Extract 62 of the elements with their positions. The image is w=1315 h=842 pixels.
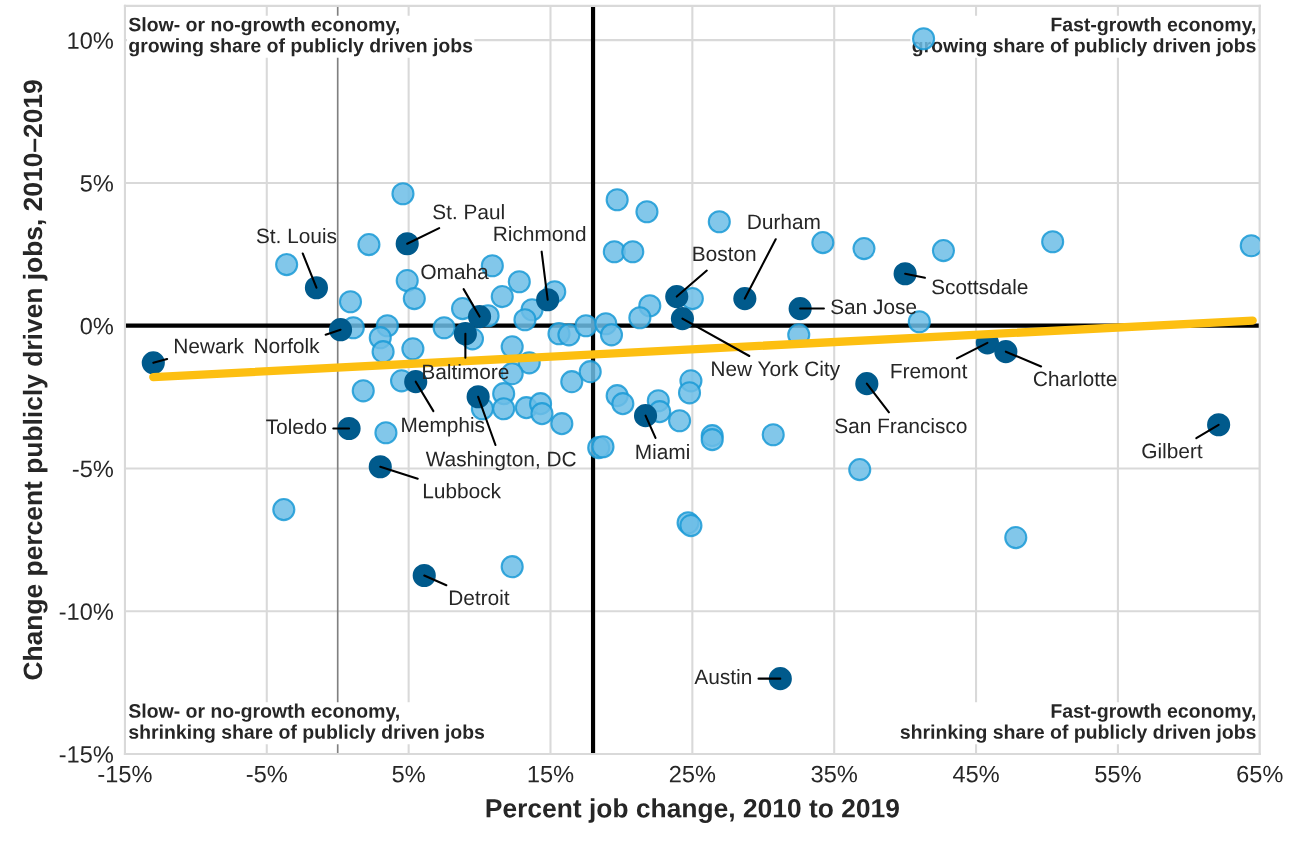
annotation: New York City: [712, 360, 841, 381]
point: [788, 296, 812, 321]
x-tick-label: 15%: [528, 765, 574, 783]
point: [670, 306, 694, 331]
x-tick-label: -5%: [246, 765, 287, 783]
point: [994, 340, 1018, 364]
annotation: Charlotte: [1033, 370, 1117, 387]
x-tick-label: 65%: [1237, 765, 1283, 783]
annotation: Slow- or no-growth economy, growing share of publicly driven jobs: [128, 17, 473, 57]
x-axis-title: Percent job change, 2010 to 2019: [486, 798, 899, 823]
y-axis-title: Change percent publicly driven jobs, 2010–2019: [22, 80, 48, 680]
point: [665, 285, 689, 309]
annotation: Boston: [693, 246, 756, 262]
annotation: Fast-growth economy, growing share of publicly driven jobs: [912, 17, 1256, 57]
point: [467, 304, 492, 329]
annotation: Scottsdale: [932, 279, 1028, 295]
point: [633, 404, 658, 428]
annotation: St. Louis: [256, 228, 337, 244]
point: [855, 372, 879, 396]
point: [368, 455, 392, 479]
point: [453, 322, 477, 346]
annotation: Austin: [694, 668, 751, 685]
annotation: Lubbock: [423, 483, 502, 499]
x-tick-label: 25%: [669, 765, 716, 783]
y-tick-label: -10%: [59, 603, 113, 621]
annotation: Slow- or no-growth economy, shrinking share of publicly driven jobs: [128, 703, 485, 743]
y-tick-label: -5%: [72, 460, 113, 478]
annotation: Durham: [748, 213, 820, 230]
point: [395, 232, 419, 256]
y-tick-label: 10%: [68, 32, 113, 49]
annotation: Miami: [636, 443, 689, 460]
point: [893, 262, 917, 286]
point: [304, 276, 328, 300]
y-tick-label: -15%: [59, 746, 113, 763]
point: [1207, 413, 1231, 437]
annotation: Richmond: [494, 226, 586, 242]
x-tick-label: 55%: [1095, 765, 1141, 783]
annotation: Washington, DC: [425, 451, 576, 471]
annotation: Fast-growth economy, shrinking share of publicly driven jobs: [900, 703, 1256, 743]
annotation: San Francisco: [835, 417, 967, 434]
point: [412, 563, 436, 588]
x-tick-label: 45%: [952, 765, 999, 783]
annotation: St. Paul: [433, 204, 504, 220]
annotation: Newark: [175, 338, 244, 354]
point: [768, 667, 792, 691]
annotation: Norfolk: [255, 337, 320, 354]
y-tick-label: 5%: [80, 175, 113, 192]
x-tick-label: 5%: [392, 765, 425, 783]
annotation: Gilbert: [1142, 443, 1203, 459]
annotation: San Jose: [831, 299, 917, 315]
x-tick-label: -15%: [98, 765, 152, 783]
point: [733, 287, 757, 311]
point: [141, 351, 165, 375]
point: [536, 288, 560, 312]
y-tick-label: 0%: [80, 317, 113, 335]
x-tick-label: 35%: [811, 765, 857, 783]
point: [328, 318, 353, 342]
annotation: Detroit: [449, 589, 510, 606]
point: [466, 385, 490, 409]
annotation: Fremont: [891, 363, 968, 379]
annotation: Memphis: [402, 416, 485, 437]
annotation: Toledo: [266, 418, 327, 435]
